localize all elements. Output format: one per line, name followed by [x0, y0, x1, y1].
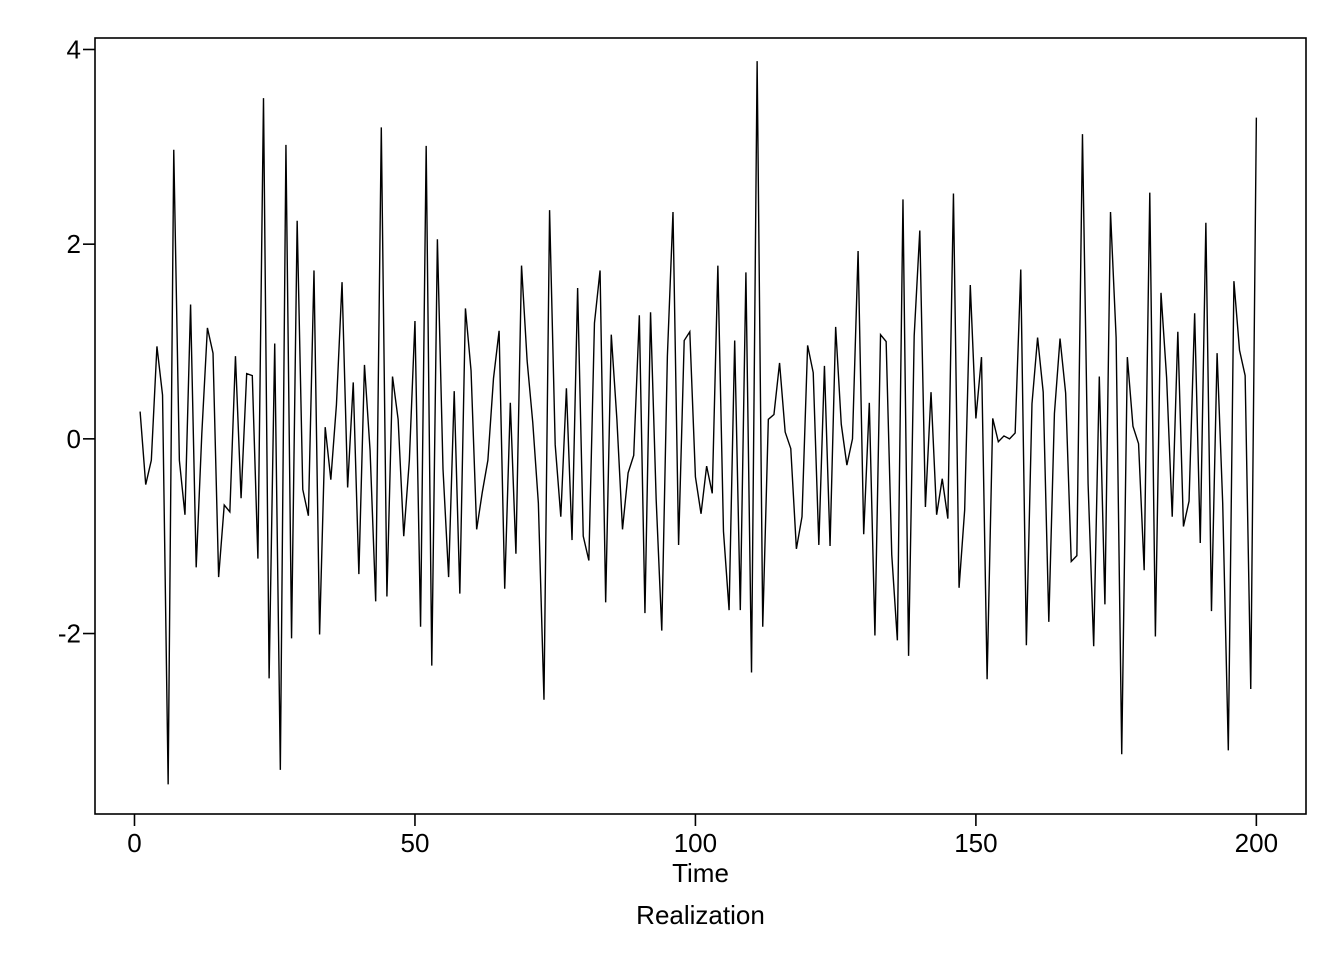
- series-line: [139, 61, 1258, 785]
- y-axis: -2 0 2 4: [58, 34, 95, 649]
- x-tick-label: 150: [954, 828, 997, 858]
- y-tick-label: 2: [67, 229, 81, 259]
- x-tick-label: 200: [1235, 828, 1278, 858]
- plot-frame: [94, 37, 1307, 815]
- x-tick-label: 0: [127, 828, 141, 858]
- x-tick-label: 100: [674, 828, 717, 858]
- y-tick-label: 0: [67, 424, 81, 454]
- x-tick-label: 50: [400, 828, 429, 858]
- x-axis-title: Time: [672, 858, 729, 888]
- chart-caption: Realization: [636, 900, 765, 930]
- y-tick-label: 4: [67, 34, 81, 64]
- y-tick-label: -2: [58, 619, 81, 649]
- x-axis: 0 50 100 150 200: [127, 814, 1278, 858]
